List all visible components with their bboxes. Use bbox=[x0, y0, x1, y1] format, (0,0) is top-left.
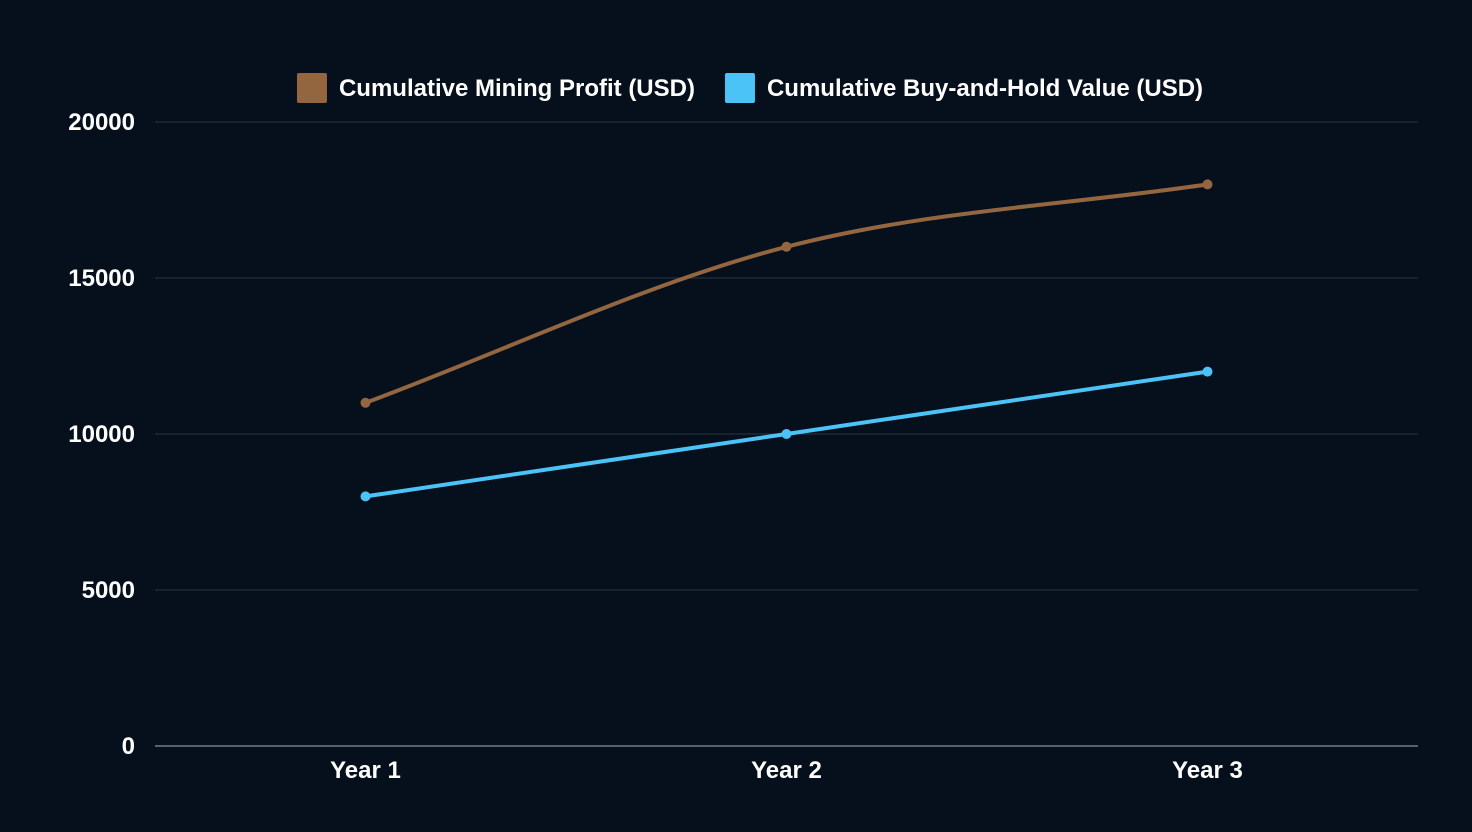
y-tick-label: 15000 bbox=[68, 265, 135, 292]
legend-swatch bbox=[724, 73, 755, 103]
chart-legend: Cumulative Mining Profit (USD) Cumulative… bbox=[296, 73, 1203, 103]
data-point bbox=[781, 429, 792, 439]
chart-series bbox=[360, 179, 1213, 502]
legend-label: Cumulative Buy-and-Hold Value (USD) bbox=[767, 75, 1203, 102]
x-tick-label: Year 3 bbox=[1172, 757, 1243, 784]
x-tick-label: Year 2 bbox=[751, 757, 822, 784]
y-grid-lines bbox=[155, 121, 1418, 591]
y-tick-label: 20000 bbox=[68, 109, 135, 136]
series-1 bbox=[360, 179, 1213, 408]
legend-swatch bbox=[296, 73, 327, 103]
x-tick-label: Year 1 bbox=[330, 757, 401, 784]
legend-item: Cumulative Mining Profit (USD) bbox=[296, 73, 695, 103]
data-point bbox=[781, 241, 792, 252]
y-tick-label: 0 bbox=[122, 733, 135, 760]
series-2 bbox=[360, 366, 1213, 502]
legend-item: Cumulative Buy-and-Hold Value (USD) bbox=[724, 73, 1203, 103]
x-axis: Year 1 Year 2 Year 3 bbox=[155, 745, 1418, 784]
data-point bbox=[360, 397, 371, 408]
y-tick-label: 10000 bbox=[68, 421, 135, 448]
data-point bbox=[360, 491, 371, 502]
y-tick-label: 5000 bbox=[82, 577, 135, 604]
data-point bbox=[1202, 179, 1213, 190]
y-axis: 0 5000 10000 15000 20000 bbox=[68, 109, 135, 760]
data-point bbox=[1202, 366, 1213, 377]
series-line bbox=[363, 182, 1210, 405]
legend-label: Cumulative Mining Profit (USD) bbox=[339, 75, 695, 102]
